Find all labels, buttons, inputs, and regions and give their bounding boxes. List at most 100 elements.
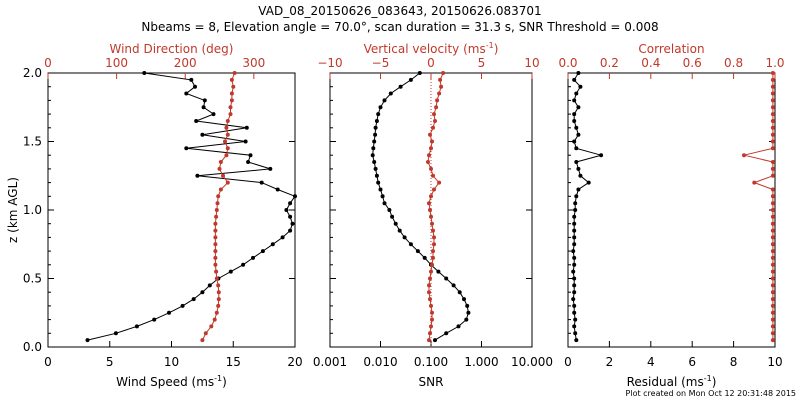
wind-direction-point	[229, 98, 234, 103]
snr-point	[374, 173, 379, 178]
wind-direction-point	[215, 201, 220, 206]
vertical-velocity-point	[426, 160, 430, 164]
x-bottom-tick-label: 20	[287, 355, 302, 369]
correlation-point	[770, 276, 775, 281]
correlation-point	[770, 269, 775, 274]
correlation-point	[770, 146, 775, 151]
vertical-velocity-point	[428, 297, 432, 302]
correlation-point	[770, 338, 775, 343]
vertical-velocity-point	[433, 119, 437, 123]
residual-point	[572, 214, 577, 219]
correlation-point	[752, 180, 757, 185]
wind-speed-point	[180, 303, 185, 308]
x-top-tick-label: 5	[478, 56, 486, 70]
x-bottom-tick-label: 0.100	[414, 355, 448, 369]
x-bottom-tick-label: 0.010	[363, 355, 397, 369]
wind-direction-point	[218, 187, 223, 192]
vertical-velocity-point	[430, 139, 434, 144]
wind-speed-point	[202, 98, 207, 103]
correlation-point	[770, 262, 775, 267]
x-top-axis-label-superscript: -1	[486, 41, 494, 50]
wind-speed-point	[201, 105, 206, 110]
wind-direction-point	[223, 139, 227, 144]
wind-direction-point	[214, 214, 219, 219]
y-tick-label: 1.0	[23, 203, 42, 217]
wind-speed-point	[184, 146, 189, 151]
correlation-point	[770, 119, 775, 123]
vertical-velocity-point	[432, 187, 436, 192]
vertical-velocity-point	[428, 132, 432, 137]
wind-speed-point	[193, 84, 197, 89]
vertical-velocity-point	[429, 214, 433, 219]
x-top-tick-label: 100	[105, 56, 128, 70]
correlation-point	[770, 303, 775, 308]
vertical-velocity-point	[437, 180, 442, 185]
snr-point	[462, 297, 466, 302]
correlation-point	[770, 208, 775, 212]
wind-direction-point	[228, 112, 233, 117]
residual-point	[576, 132, 581, 137]
x-top-tick-label: 200	[174, 56, 197, 70]
snr-point	[378, 105, 383, 110]
residual-point	[572, 112, 577, 117]
x-bottom-tick-label: 8	[730, 355, 738, 369]
correlation-point	[770, 77, 775, 82]
snr-point	[390, 214, 395, 219]
snr-point	[398, 84, 403, 89]
wind-speed-point	[259, 180, 264, 185]
x-bottom-axis-label-text: SNR	[419, 375, 444, 389]
x-top-axis-label-text: Correlation	[638, 42, 704, 56]
panel-residual: 0 2 4 6 8 10 Residual (ms-1) 0.0 0.2 0.4 0.6 0.8 1.0…	[558, 42, 784, 389]
snr-point	[378, 187, 383, 192]
x-bottom-tick-label: 10.000	[511, 355, 553, 369]
wind-direction-point	[213, 242, 218, 247]
footer-plot-created: Plot created on Mon Oct 12 20:31:48 2015	[626, 389, 796, 398]
wind-speed-point	[189, 77, 194, 82]
x-top-axis-label-text: Wind Direction (deg)	[110, 42, 234, 56]
vertical-velocity-point	[429, 303, 433, 308]
wind-direction-point	[225, 146, 230, 151]
wind-speed-point	[194, 119, 199, 123]
snr-point	[370, 153, 375, 158]
x-top-tick-label: 0.4	[641, 56, 660, 70]
residual-point	[576, 166, 581, 171]
wind-direction-point	[203, 331, 208, 336]
correlation-point	[770, 194, 775, 199]
vertical-velocity-line	[427, 72, 444, 341]
correlation-point	[770, 290, 775, 295]
wind-speed-point	[228, 269, 233, 274]
wind-direction-point	[224, 125, 229, 130]
correlation-point	[770, 249, 775, 254]
wind-direction-point	[217, 166, 222, 171]
wind-direction-point	[228, 105, 233, 110]
x-top-tick-label: 0.2	[600, 56, 619, 70]
snr-point	[376, 180, 381, 185]
wind-direction-point	[225, 132, 230, 137]
snr-point	[433, 338, 437, 343]
residual-point	[573, 317, 578, 322]
figure-title-line2: Nbeams = 8, Elevation angle = 70.0°, sca…	[141, 20, 658, 34]
residual-point	[572, 303, 577, 308]
residual-point	[576, 71, 581, 75]
correlation-point	[770, 173, 775, 178]
x-bottom-axis-label: Wind Speed (ms-1)	[116, 374, 227, 389]
residual-point	[578, 84, 583, 89]
residual-point	[574, 146, 579, 151]
snr-point	[408, 242, 413, 247]
panel-snr: 0.001 0.010 0.100 1.000 10.000 SNR −10 −5 0 5 10 Ve…	[313, 41, 553, 389]
correlation-point	[770, 139, 775, 144]
wind-speed-point	[200, 132, 205, 137]
x-top-tick-label: 10	[524, 56, 539, 70]
snr-point	[382, 98, 387, 103]
correlation-point	[770, 242, 775, 247]
wind-direction-point	[213, 235, 218, 240]
wind-direction-point	[216, 283, 221, 288]
correlation-point	[770, 125, 775, 130]
x-top-tick-label: −5	[372, 56, 390, 70]
correlation-point	[770, 91, 775, 96]
wind-direction-point	[214, 208, 219, 212]
plot-frame	[567, 72, 776, 348]
residual-point	[578, 173, 583, 178]
wind-direction-point	[229, 77, 234, 82]
residual-point	[572, 283, 577, 288]
